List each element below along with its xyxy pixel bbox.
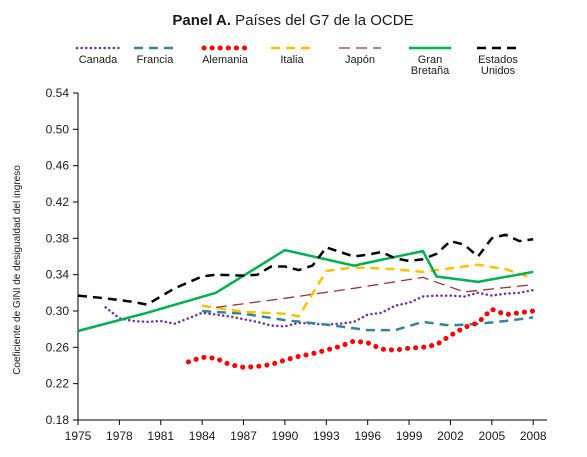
x-tick-label: 1984: [189, 429, 216, 443]
x-tick-label: 1981: [147, 429, 174, 443]
series-line-canada: [104, 288, 535, 328]
x-tick-label: 1996: [354, 429, 381, 443]
y-tick-label: 0.38: [46, 231, 70, 245]
y-axis-label: Coeficiente de GINI de desigualdad del i…: [12, 165, 23, 375]
x-tick-label: 1990: [272, 429, 299, 443]
series-line-francia: [202, 309, 534, 332]
y-tick-label: 0.46: [46, 159, 70, 173]
x-tick-label: 1993: [313, 429, 340, 443]
chart-title-bold: Panel A.: [172, 12, 231, 29]
chart-title-rest: Países del G7 de la OCDE: [231, 12, 414, 29]
x-tick-label: 2002: [437, 429, 464, 443]
legend-label-jap-n: Japón: [345, 54, 375, 66]
y-tick-label: 0.34: [46, 268, 70, 282]
series-line-jap-n: [215, 276, 534, 309]
y-tick-label: 0.22: [46, 377, 70, 391]
series-line-estados-unidos: [77, 233, 534, 306]
y-tick-label: 0.54: [46, 86, 70, 100]
series-line-italia: [201, 263, 534, 318]
y-tick-label: 0.50: [46, 122, 70, 136]
x-tick-label: 1975: [65, 429, 92, 443]
y-tick-label: 0.30: [46, 304, 70, 318]
x-tick-label: 1978: [106, 429, 133, 443]
chart-title: Panel A. Países del G7 de la OCDE: [172, 12, 413, 29]
plot-area: 0.18 0.22 0.26 0.30 0.34 0.38 0.42 0.46 0.50 0.54…: [46, 86, 547, 443]
legend-label-gran-breta-a: Bretaña: [411, 65, 450, 77]
legend-label-estados-unidos: Unidos: [481, 65, 516, 77]
y-tick-label: 0.26: [46, 340, 70, 354]
legend-label-canada: Canada: [79, 54, 118, 66]
legend-label-alemania: Alemania: [202, 54, 249, 66]
y-tick-label: 0.18: [46, 413, 70, 427]
series-line-alemania: [185, 306, 536, 370]
y-tick-label: 0.42: [46, 195, 70, 209]
x-tick-label: 2008: [520, 429, 547, 443]
legend-label-estados-unidos: Estados: [478, 54, 518, 66]
x-tick-label: 1999: [396, 429, 423, 443]
legend-label-italia: Italia: [280, 54, 304, 66]
legend: Canada Francia Alemania Italia Japón GranBret…: [75, 45, 519, 77]
series-line-gran-breta-a: [77, 248, 534, 333]
x-tick-label: 2005: [478, 429, 505, 443]
legend-label-francia: Francia: [137, 54, 175, 66]
x-tick-label: 1987: [230, 429, 257, 443]
legend-label-gran-breta-a: Gran: [418, 54, 442, 66]
